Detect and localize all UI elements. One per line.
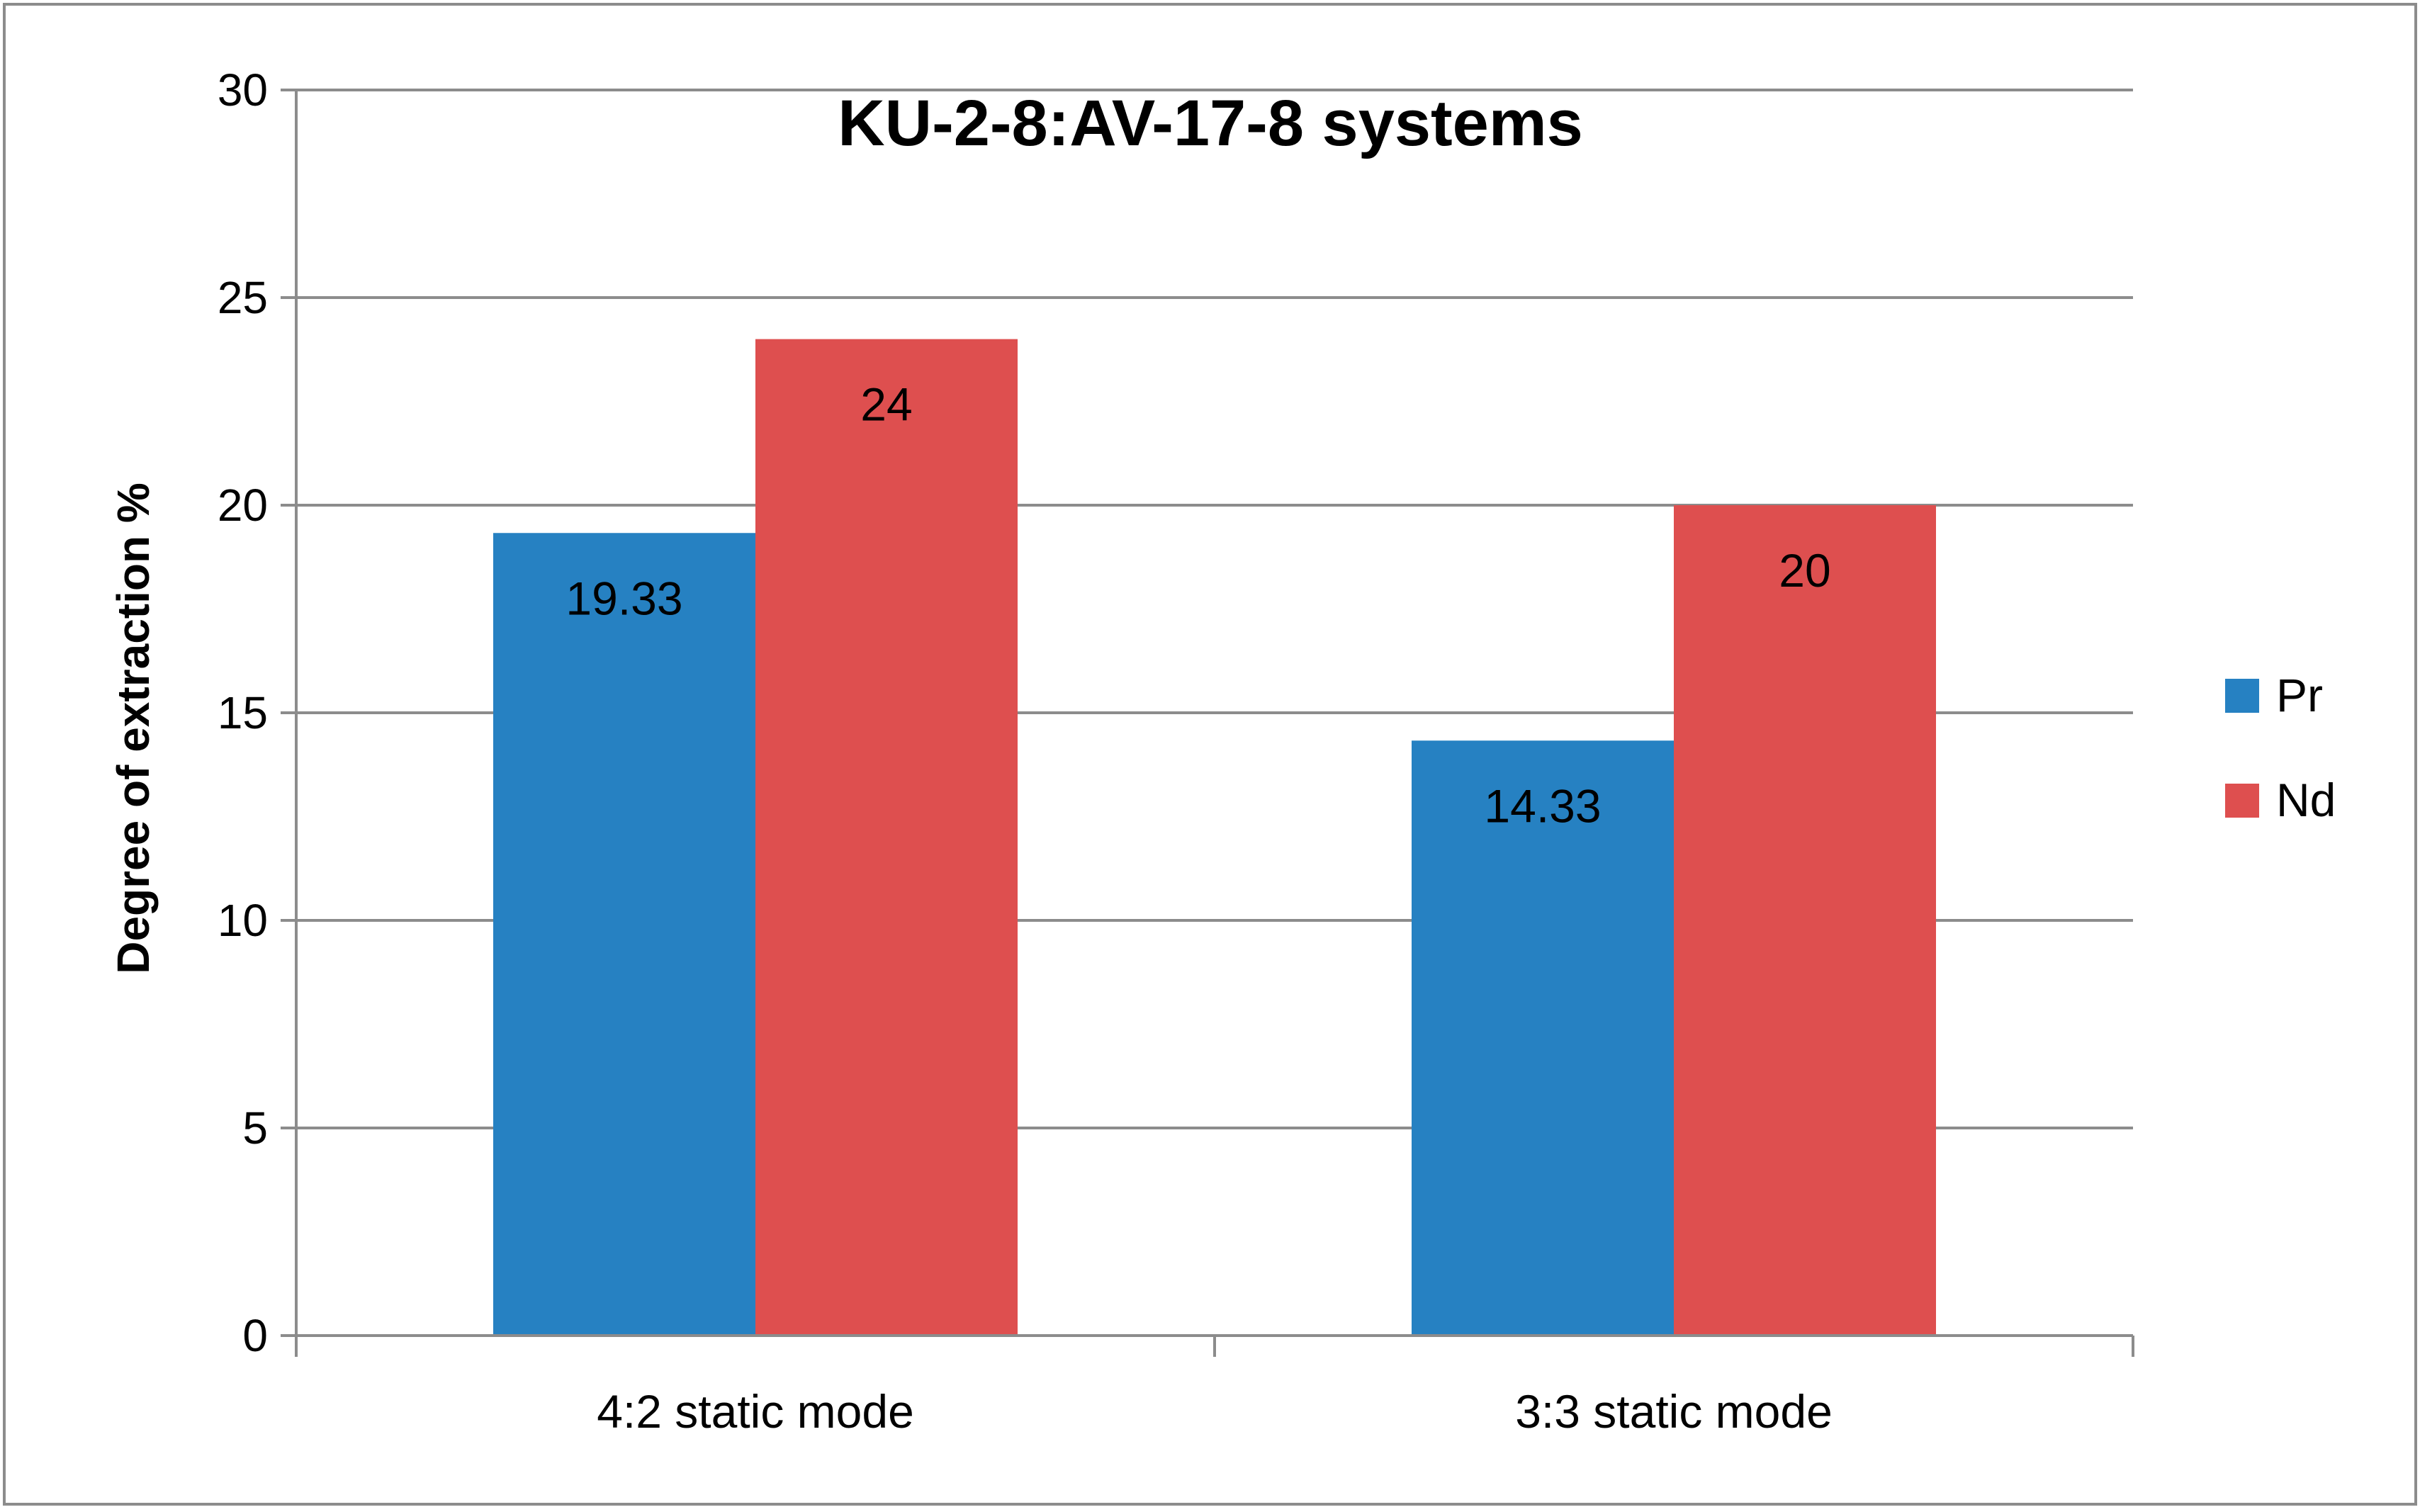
y-tick-label: 0 [242, 1310, 268, 1361]
legend-swatch-nd [2225, 784, 2259, 818]
y-tick-label: 15 [218, 687, 268, 738]
data-label: 14.33 [1484, 779, 1601, 832]
legend: Pr Nd [2225, 669, 2336, 826]
axes: 0 5 10 15 20 25 30 4:2 static mode 3:3 static mo… [218, 64, 2134, 1438]
y-tick-label: 10 [218, 895, 268, 946]
chart-border [3, 3, 2417, 1506]
y-axis-label: Degree of extraction % [108, 483, 159, 974]
y-tick-label: 20 [218, 480, 268, 531]
bar-pr [493, 533, 755, 1336]
bars: 19.33 24 14.33 20 [493, 339, 1936, 1336]
y-tick-label: 30 [218, 64, 268, 115]
chart-title: KU-2-8:AV-17-8 systems [838, 87, 1583, 159]
data-label: 24 [860, 378, 912, 431]
bar-pr [1412, 740, 1674, 1336]
bar-nd [1674, 505, 1936, 1336]
legend-swatch-pr [2225, 679, 2259, 713]
bar-nd [755, 339, 1018, 1336]
y-tick-label: 5 [242, 1102, 268, 1153]
data-label: 19.33 [565, 572, 682, 624]
legend-label-nd: Nd [2276, 774, 2336, 826]
x-category-label: 3:3 static mode [1515, 1385, 1833, 1438]
legend-label-pr: Pr [2276, 669, 2323, 721]
y-tick-label: 25 [218, 272, 268, 323]
data-label: 20 [1779, 544, 1830, 597]
x-category-label: 4:2 static mode [597, 1385, 914, 1438]
